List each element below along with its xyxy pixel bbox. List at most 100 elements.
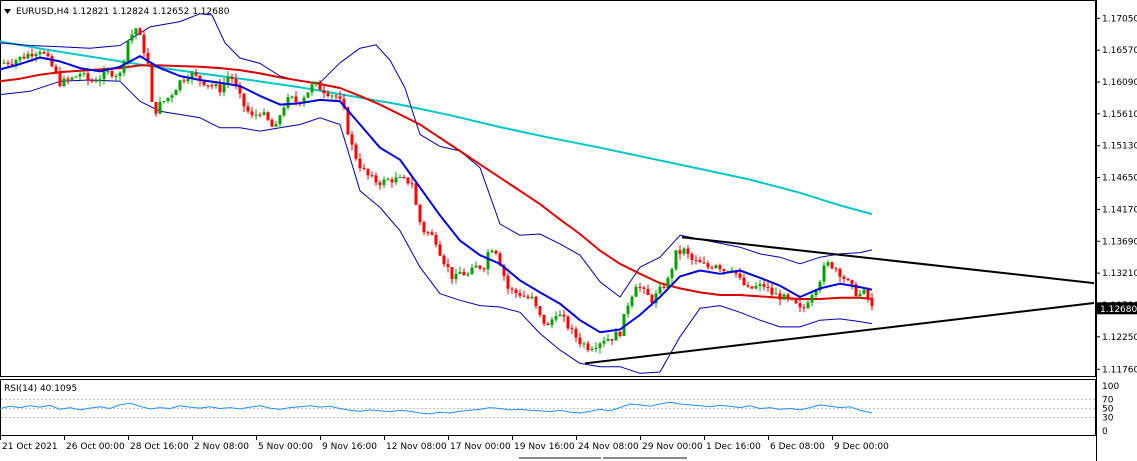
rsi-axis-label-100: 100 [1102,382,1119,392]
candle-body [754,285,758,289]
candle-body [470,267,474,275]
candle-body [618,331,622,337]
candle-body [570,328,574,330]
candle-body [534,296,538,307]
candle-body [6,62,10,64]
candle-body [182,80,186,82]
ma-fast-line [0,55,873,334]
candle-body [758,284,762,286]
candle-body [50,56,54,67]
candle-body [14,60,18,65]
candle-body [822,265,826,282]
candle-body [830,262,834,269]
candle-body [190,72,194,79]
candle-body [94,81,98,83]
candle-body [158,101,162,114]
candle-body [370,175,374,177]
candle-body [654,293,658,304]
candle-body [274,124,278,127]
price-tick-label-3: 1.15610 [1102,110,1137,120]
candle-body [482,268,486,270]
candle-body [422,222,426,233]
candle-body [686,248,690,254]
candle-body [690,253,694,261]
candle-body [366,168,370,176]
time-tick-label-4: 5 Nov 00:00 [258,442,313,452]
chart-shift-marker[interactable] [519,457,601,459]
candle-body [698,260,702,263]
candle-body [834,268,838,270]
candle-body [246,106,250,112]
bollinger-bands-group [0,13,873,374]
candle-body [682,248,686,254]
time-tick-label-10: 29 Nov 00:00 [642,442,703,452]
time-tick-label-1: 26 Oct 00:00 [66,442,125,452]
candle-body [846,278,850,281]
candle-body [550,319,554,326]
candle-body [818,281,822,291]
collapse-triangle-icon[interactable] [4,9,11,14]
candle-body [106,71,110,73]
candle-body [26,53,30,59]
candle-body [322,90,326,94]
candle-body [346,107,350,135]
chart-scroll-marker[interactable] [603,457,687,459]
candle-body [446,264,450,268]
candle-body [330,95,334,97]
candle-body [450,267,454,280]
time-tick-label-3: 2 Nov 08:00 [194,442,249,452]
candle-body [490,250,494,253]
candle-body [786,294,790,299]
candle-body [638,286,642,288]
candle-body [382,179,386,185]
candle-body [774,293,778,295]
candle-body [354,144,358,159]
candle-body [286,97,290,108]
candle-body [574,328,578,338]
candle-body [858,293,862,297]
time-tick-label-13: 9 Dec 00:00 [834,442,889,452]
time-tick-label-0: 21 Oct 2021 [2,442,58,452]
price-tick-label-0: 1.17050 [1102,14,1137,24]
candle-body [770,287,774,295]
candle-body [82,73,86,75]
price-tick-label-10: 1.12250 [1102,333,1137,343]
candle-body [302,97,306,104]
candle-body [258,114,262,116]
candle-body [306,92,310,98]
candle-body [514,289,518,294]
candle-body [410,183,414,185]
candle-body [398,176,402,178]
candle-body [74,76,78,78]
candle-body [414,183,418,205]
candle-body [262,112,266,115]
candle-body [238,86,242,94]
candle-body [454,273,458,280]
candle-body [442,255,446,265]
candle-body [318,82,322,91]
candle-body [222,82,226,93]
candle-body [810,295,814,303]
candle-body [750,286,754,289]
candle-body [266,112,270,120]
candle-body [126,40,130,62]
price-tick-label-7: 1.13690 [1102,237,1137,247]
price-tick-label-2: 1.16090 [1102,78,1137,88]
candle-body [38,51,42,55]
candle-body [162,101,166,103]
candle-body [778,293,782,300]
candle-body [418,204,422,223]
candle-body [402,176,406,178]
candle-body [378,182,382,185]
candle-body [794,299,798,304]
candle-body [558,314,562,317]
candle-body [350,134,354,145]
triangle-pattern-group[interactable] [584,236,1095,365]
rsi-line-group [0,401,873,415]
candle-body [738,273,742,278]
candle-body [802,307,806,309]
candle-body [766,286,770,288]
candle-body [394,177,398,183]
candle-body [642,287,646,289]
rsi-axis-label-50: 50 [1102,405,1114,415]
